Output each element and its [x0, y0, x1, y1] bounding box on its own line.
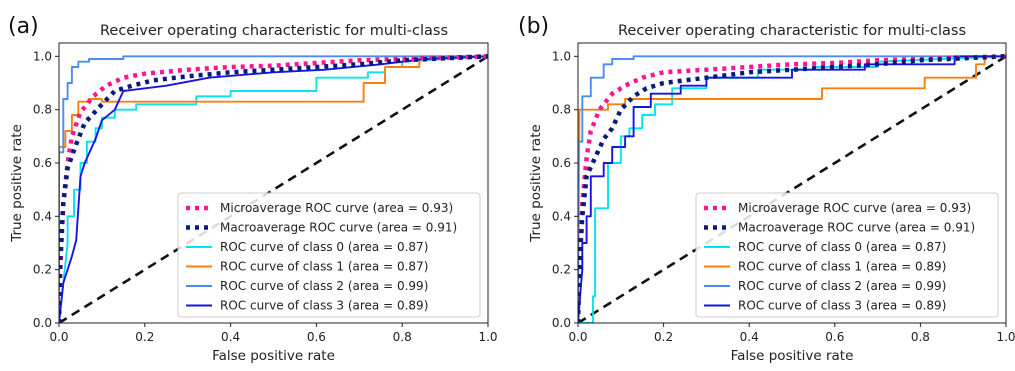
x-axis-label: False positive rate [212, 348, 335, 364]
roc-series-line-1 [578, 54, 1006, 323]
y-tick-label: 0.2 [552, 263, 571, 277]
plot-frame [58, 42, 489, 324]
x-tick-label: 0.4 [221, 330, 240, 344]
y-tick-label: 1.0 [33, 49, 52, 63]
chart-panel-0: (a) Receiver operating characteristic for… [8, 14, 498, 364]
legend-entry-5: ROC curve of class 3 (area = 0.89) [220, 299, 428, 313]
y-tick-label: 0.8 [33, 103, 52, 117]
roc-series-line-4 [578, 55, 1006, 323]
x-tick-label: 0.6 [307, 330, 326, 344]
x-tick-label: 1.0 [478, 330, 497, 344]
roc-series-line-0 [578, 54, 1006, 323]
x-tick-label: 0.8 [911, 330, 930, 344]
legend-entry-1: Macroaverage ROC curve (area = 0.91) [738, 221, 975, 235]
legend-box [695, 192, 999, 318]
x-tick-label: 0.0 [568, 330, 587, 344]
x-tick-label: 0.4 [740, 330, 759, 344]
y-tick-label: 0.4 [33, 209, 52, 223]
legend-box [177, 192, 481, 318]
legend-entry-5: ROC curve of class 3 (area = 0.89) [738, 299, 946, 313]
x-axis-label: False positive rate [731, 348, 854, 364]
legend-entry-3: ROC curve of class 1 (area = 0.87) [220, 260, 428, 274]
legend-entry-2: ROC curve of class 0 (area = 0.87) [738, 240, 946, 254]
chance-diagonal-line [59, 55, 488, 323]
roc-series-line-4 [59, 55, 488, 323]
x-tick-label: 0.8 [393, 330, 412, 344]
chart-title: Receiver operating characteristic for mu… [618, 23, 966, 39]
y-tick-label: 0.6 [552, 156, 571, 170]
legend-entry-4: ROC curve of class 2 (area = 0.99) [738, 279, 946, 293]
legend: Microaverage ROC curve (area = 0.93) Macr… [695, 192, 999, 318]
roc-series-line-5 [578, 55, 1006, 323]
y-tick-label: 1.0 [552, 49, 571, 63]
y-tick-label: 0.2 [33, 263, 52, 277]
chance-diagonal-line [578, 55, 1006, 323]
legend-entry-3: ROC curve of class 1 (area = 0.89) [738, 260, 946, 274]
x-tick-label: 0.2 [135, 330, 154, 344]
chart-panel-1: (b) Receiver operating characteristic for… [518, 14, 1015, 364]
x-tick-label: 0.2 [654, 330, 673, 344]
y-tick-label: 0.4 [552, 209, 571, 223]
legend: Microaverage ROC curve (area = 0.93) Macr… [177, 192, 481, 318]
chart-title: Receiver operating characteristic for mu… [100, 23, 448, 39]
y-axis-label: True positive rate [528, 124, 544, 243]
legend-entry-0: Microaverage ROC curve (area = 0.93) [220, 201, 453, 215]
panel-label: (b) [518, 14, 549, 39]
x-tick-label: 1.0 [996, 330, 1015, 344]
y-tick-label: 0.8 [552, 103, 571, 117]
legend-entry-2: ROC curve of class 0 (area = 0.87) [220, 240, 428, 254]
y-tick-label: 0.0 [33, 316, 52, 330]
roc-series-line-5 [59, 55, 488, 323]
x-tick-label: 0.6 [825, 330, 844, 344]
x-tick-label: 0.0 [49, 330, 68, 344]
y-tick-label: 0.6 [33, 156, 52, 170]
plot-frame [577, 42, 1007, 324]
y-tick-label: 0.0 [552, 316, 571, 330]
legend-entry-1: Macroaverage ROC curve (area = 0.91) [220, 221, 457, 235]
y-axis-label: True positive rate [9, 124, 25, 243]
panel-label: (a) [8, 14, 39, 39]
legend-entry-4: ROC curve of class 2 (area = 0.99) [220, 279, 428, 293]
legend-entry-0: Microaverage ROC curve (area = 0.93) [738, 201, 971, 215]
roc-series-line-3 [578, 55, 1006, 323]
